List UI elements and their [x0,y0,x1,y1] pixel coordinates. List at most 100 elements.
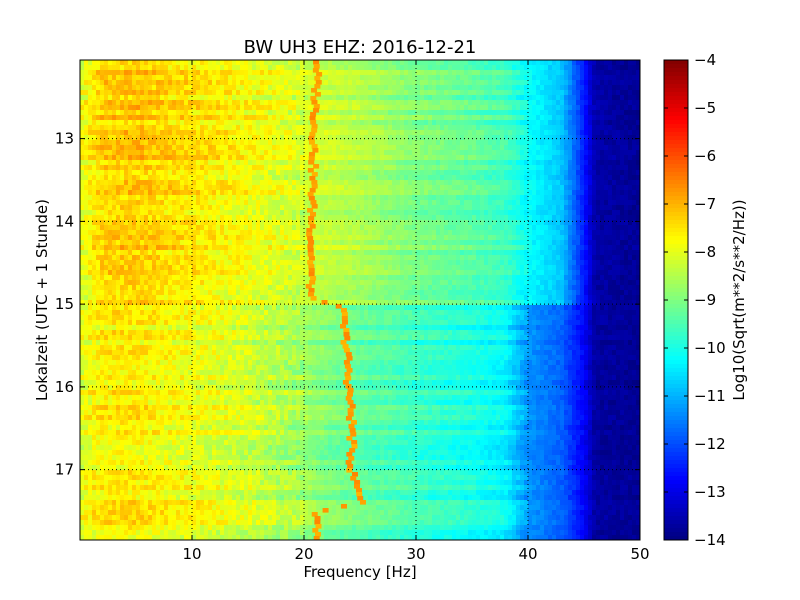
heatmap-cell [84,230,89,236]
heatmap-cell [192,120,197,126]
heatmap-cell [108,120,113,126]
heatmap-cell [508,115,513,121]
heatmap-cell [472,60,477,66]
heatmap-cell [632,105,637,111]
heatmap-cell [632,65,637,71]
heatmap-cell [152,170,157,176]
heatmap-cell [236,200,241,206]
heatmap-cell [540,130,545,136]
heatmap-cell [596,75,601,81]
heatmap-cell [220,225,225,231]
heatmap-cell [444,110,449,116]
heatmap-cell [208,90,213,96]
heatmap-cell [376,80,381,86]
heatmap-cell [620,125,625,131]
heatmap-cell [492,65,497,71]
heatmap-cell [168,210,173,216]
heatmap-cell [292,155,297,161]
heatmap-cell [140,230,145,236]
heatmap-cell [188,135,193,141]
heatmap-cell [588,120,593,126]
heatmap-cell [168,205,173,211]
heatmap-cell [324,110,329,116]
heatmap-cell [624,70,629,76]
heatmap-cell [464,205,469,211]
heatmap-cell [256,140,261,146]
heatmap-cell [508,175,513,181]
heatmap-cell [184,135,189,141]
heatmap-cell [324,120,329,126]
heatmap-cell [404,150,409,156]
heatmap-cell [328,140,333,146]
heatmap-cell [568,220,573,226]
heatmap-cell [400,210,405,216]
heatmap-cell [592,110,597,116]
heatmap-cell [80,80,85,86]
heatmap-cell [388,140,393,146]
heatmap-cell [400,95,405,101]
heatmap-cell [428,110,433,116]
heatmap-cell [452,235,457,241]
heatmap-cell [504,225,509,231]
heatmap-cell [132,60,137,66]
heatmap-cell [112,170,117,176]
heatmap-cell [280,230,285,236]
heatmap-cell [364,215,369,221]
heatmap-cell [260,135,265,141]
heatmap-cell [92,70,97,76]
heatmap-cell [84,200,89,206]
heatmap-cell [528,220,533,226]
heatmap-cell [208,95,213,101]
heatmap-cell [424,160,429,166]
heatmap-cell [444,105,449,111]
heatmap-cell [440,230,445,236]
heatmap-cell [444,95,449,101]
heatmap-cell [444,100,449,106]
heatmap-cell [308,80,313,86]
heatmap-cell [300,120,305,126]
heatmap-cell [224,120,229,126]
heatmap-cell [628,145,633,151]
heatmap-cell [360,140,365,146]
heatmap-cell [408,65,413,71]
heatmap-cell [556,130,561,136]
heatmap-cell [104,175,109,181]
heatmap-cell [484,190,489,196]
heatmap-cell [380,160,385,166]
heatmap-cell [400,105,405,111]
heatmap-cell [448,95,453,101]
heatmap-cell [332,215,337,221]
heatmap-cell [140,160,145,166]
heatmap-cell [420,125,425,131]
heatmap-cell [564,110,569,116]
heatmap-cell [344,85,349,91]
heatmap-cell [272,200,277,206]
heatmap-cell [272,115,277,121]
heatmap-cell [116,165,121,171]
heatmap-cell [632,70,637,76]
heatmap-cell [284,160,289,166]
heatmap-cell [360,200,365,206]
heatmap-cell [220,180,225,186]
heatmap-cell [220,135,225,141]
heatmap-cell [396,120,401,126]
heatmap-cell [548,155,553,161]
heatmap-cell [420,90,425,96]
heatmap-cell [636,180,640,186]
heatmap-cell [452,205,457,211]
heatmap-cell [536,185,541,191]
heatmap-cell [372,110,377,116]
heatmap-cell [544,85,549,91]
heatmap-cell [388,60,393,66]
heatmap-cell [232,160,237,166]
heatmap-cell [512,205,517,211]
heatmap-cell [288,95,293,101]
heatmap-cell [600,120,605,126]
heatmap-cell [628,105,633,111]
heatmap-cell [104,225,109,231]
heatmap-cell [120,220,125,226]
heatmap-cell [628,135,633,141]
heatmap-cell [380,215,385,221]
heatmap-cell [496,140,501,146]
heatmap-cell [100,165,105,171]
